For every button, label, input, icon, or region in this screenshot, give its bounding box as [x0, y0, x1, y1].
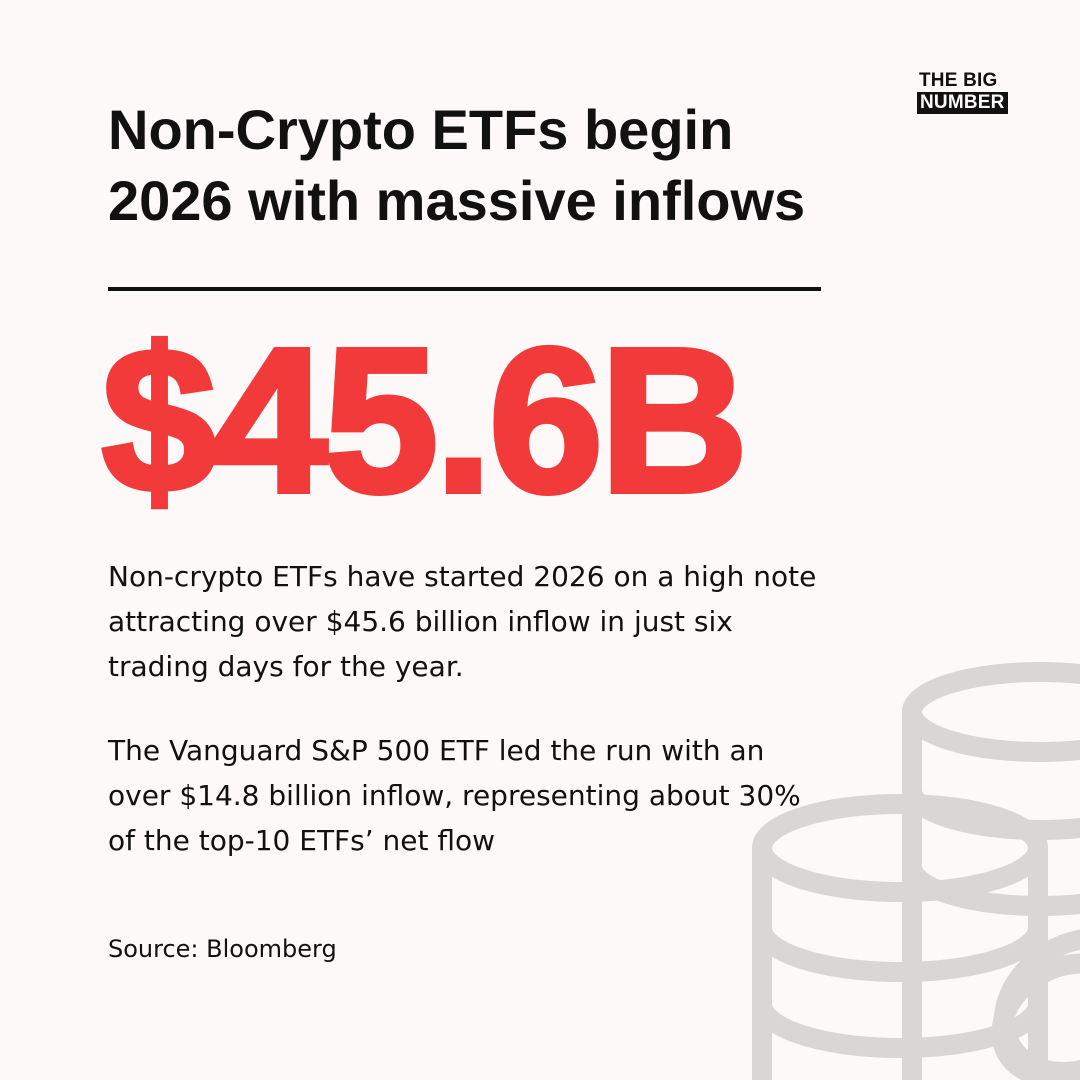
brand-line-1: THE BIG: [919, 70, 998, 91]
paragraph-1-line-2: attracting over $45.6 billion inflow in …: [108, 605, 733, 638]
paragraph-1-line-1: Non-crypto ETFs have started 2026 on a h…: [108, 560, 817, 593]
headline-line-1: Non-Crypto ETFs begin: [108, 98, 734, 161]
paragraph-2: The Vanguard S&P 500 ETF led the run wit…: [108, 728, 908, 863]
brand-line-2: NUMBER: [917, 92, 1008, 114]
headline-line-2: 2026 with massive inflows: [108, 169, 806, 232]
big-number: $45.6B: [99, 306, 751, 535]
brand-logo: THE BIG NUMBER: [917, 70, 1025, 114]
paragraph-1: Non-crypto ETFs have started 2026 on a h…: [108, 554, 908, 689]
divider: [108, 287, 821, 291]
paragraph-1-line-3: trading days for the year.: [108, 650, 464, 683]
paragraph-2-line-2: over $14.8 billion inflow, representing …: [108, 779, 801, 812]
source-credit: Source: Bloomberg: [108, 935, 337, 963]
paragraph-2-line-1: The Vanguard S&P 500 ETF led the run wit…: [108, 734, 765, 767]
paragraph-2-line-3: of the top-10 ETFs’ net flow: [108, 824, 496, 857]
headline: Non-Crypto ETFs begin 2026 with massive …: [108, 94, 908, 236]
